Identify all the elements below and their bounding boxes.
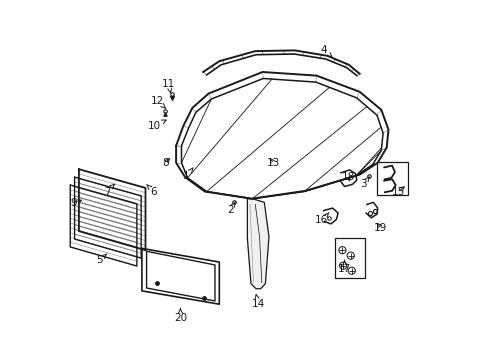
Text: 3: 3 — [359, 177, 369, 189]
Polygon shape — [247, 199, 268, 289]
Text: 14: 14 — [251, 294, 264, 309]
Text: 7: 7 — [103, 184, 114, 197]
Text: 17: 17 — [337, 260, 350, 274]
Text: 13: 13 — [266, 158, 279, 168]
Text: 4: 4 — [320, 45, 331, 57]
Bar — [335, 238, 364, 278]
Text: 10: 10 — [148, 120, 166, 131]
Text: 2: 2 — [227, 202, 235, 215]
Text: 8: 8 — [163, 158, 169, 168]
Text: 20: 20 — [174, 308, 186, 323]
Text: 12: 12 — [150, 96, 165, 109]
Text: 1: 1 — [183, 168, 193, 181]
Text: 19: 19 — [373, 222, 386, 233]
Text: 11: 11 — [162, 78, 175, 93]
Text: 18: 18 — [341, 172, 354, 182]
Text: 9: 9 — [70, 198, 81, 208]
Text: 5: 5 — [96, 254, 107, 265]
Text: 16: 16 — [315, 212, 328, 225]
Text: 15: 15 — [391, 186, 405, 197]
Bar — [376, 162, 407, 195]
Text: 6: 6 — [146, 184, 157, 197]
